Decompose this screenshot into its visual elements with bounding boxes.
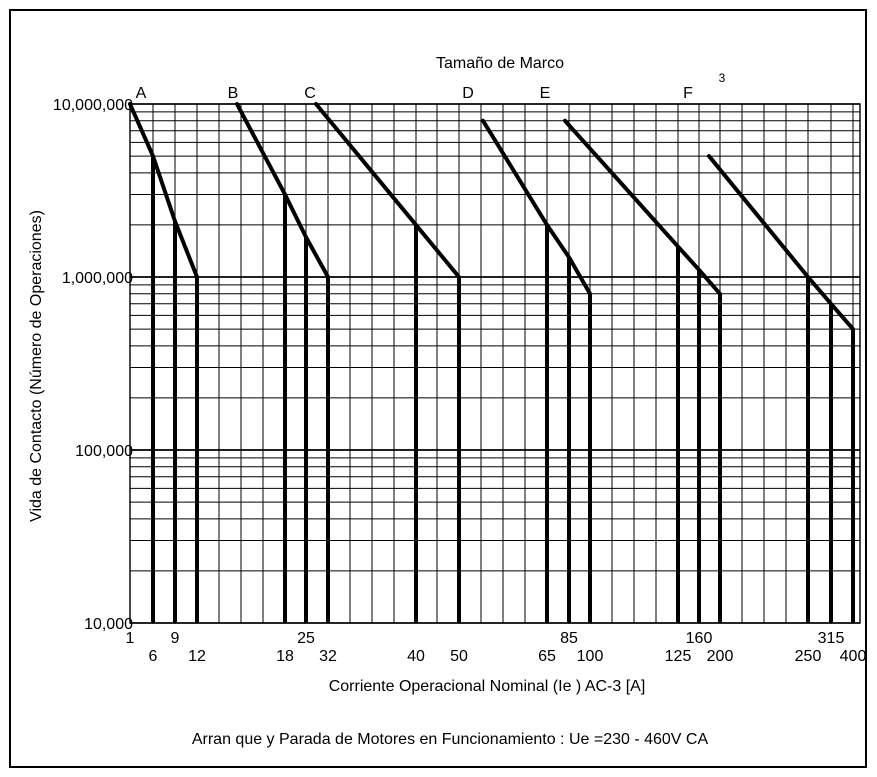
x-tick-label-lower: 65	[538, 648, 556, 665]
x-tick-label-lower: 50	[450, 648, 468, 665]
x-tick-label-upper: 25	[297, 630, 315, 647]
superscript-note: 3	[719, 71, 726, 85]
x-tick-label-upper: 160	[686, 630, 713, 647]
x-tick-label-upper: 1	[126, 630, 135, 647]
x-axis-label: Corriente Operacional Nominal (Ie ) AC-3…	[329, 678, 646, 695]
frame-label-E: E	[540, 85, 551, 102]
frame-label-D: D	[462, 85, 474, 102]
frame-label-A: A	[136, 85, 147, 102]
chart-frame	[9, 9, 867, 768]
grid	[129, 103, 861, 624]
x-tick-label-lower: 200	[707, 648, 734, 665]
frame-label-C: C	[304, 85, 316, 102]
x-tick-label-lower: 125	[665, 648, 692, 665]
y-tick-label: 100,000	[75, 443, 133, 460]
y-tick-label: 10,000,000	[53, 97, 133, 114]
x-tick-label-lower: 40	[407, 648, 425, 665]
x-tick-label-upper: 85	[560, 630, 578, 647]
frame-label-B: B	[228, 85, 239, 102]
y-axis-label: Vida de Contacto (Número de Operaciones)	[28, 210, 45, 522]
curve-frame-C	[314, 102, 461, 279]
curve-frame-D	[481, 118, 592, 296]
x-tick-label-upper: 315	[818, 630, 845, 647]
x-tick-label-lower: 400	[840, 648, 867, 665]
x-tick-label-upper: 9	[171, 630, 180, 647]
curve-frame-B	[235, 102, 330, 279]
x-tick-label-lower: 250	[795, 648, 822, 665]
y-tick-label: 1,000,000	[62, 270, 133, 287]
frame-label-F: F	[683, 85, 693, 102]
footer-note: Arran que y Parada de Motores en Funcion…	[192, 731, 709, 748]
x-tick-label-lower: 32	[319, 648, 337, 665]
curve-frame-A	[128, 102, 199, 279]
series-group: A B C D E F	[128, 85, 855, 623]
y-tick-label: 10,000	[84, 616, 133, 633]
chart-title: Tamaño de Marco	[436, 55, 564, 72]
x-tick-label-lower: 100	[577, 648, 604, 665]
x-tick-label-lower: 18	[276, 648, 294, 665]
x-tick-label-lower: 12	[188, 648, 206, 665]
plot-area	[129, 103, 861, 624]
curve-frame-E	[563, 118, 722, 296]
x-tick-label-lower: 6	[149, 648, 158, 665]
curve-frame-F	[707, 154, 855, 332]
